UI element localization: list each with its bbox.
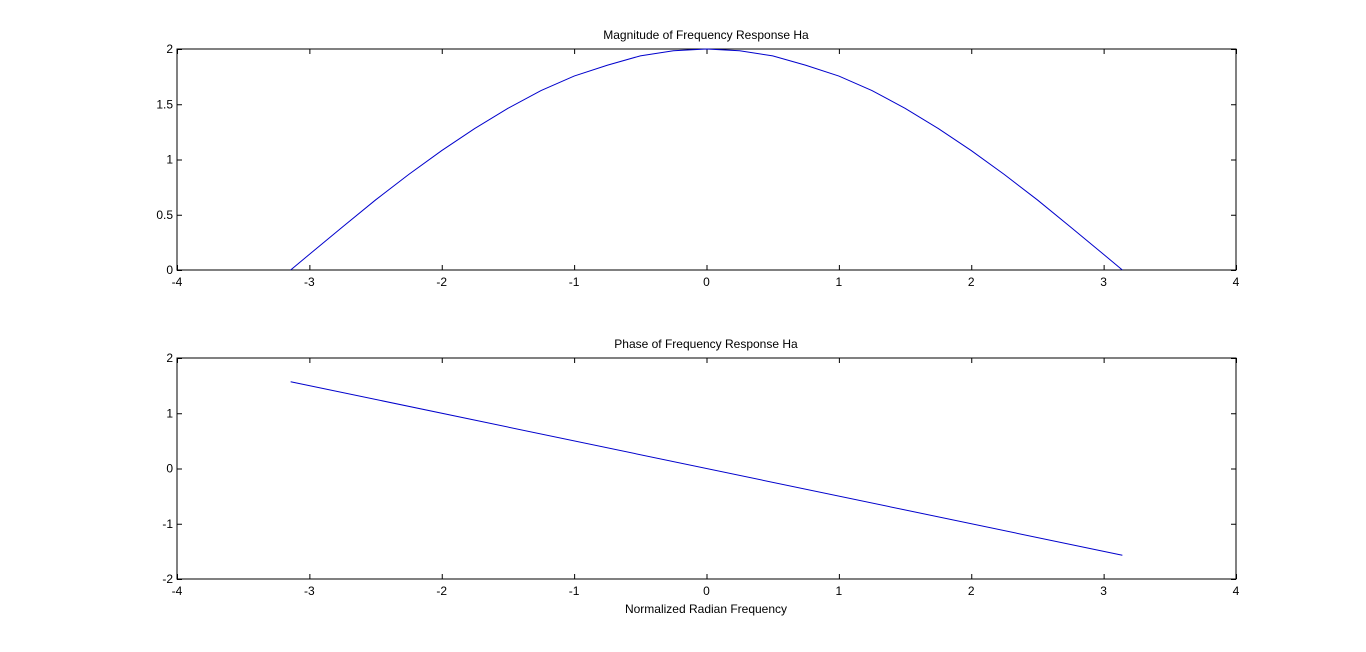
phase-xtick-label: 3 xyxy=(1100,584,1107,598)
phase-ytick-label: 2 xyxy=(166,351,173,365)
magnitude-xtick-label: 4 xyxy=(1233,275,1240,289)
phase-ytick-label: -2 xyxy=(162,572,173,586)
magnitude-ytick-label: 0 xyxy=(166,263,173,277)
magnitude-xtick-label: 0 xyxy=(703,275,710,289)
magnitude-xtick-label: -4 xyxy=(172,275,183,289)
phase-xtick-label: -1 xyxy=(569,584,580,598)
magnitude-xtick-label: 1 xyxy=(836,275,843,289)
magnitude-ytick-label: 2 xyxy=(166,42,173,56)
magnitude-series-line xyxy=(290,48,1123,271)
magnitude-xtick-label: -2 xyxy=(436,275,447,289)
magnitude-xtick-label: -1 xyxy=(569,275,580,289)
phase-ytick-label: -1 xyxy=(162,517,173,531)
phase-xtick-label: -3 xyxy=(304,584,315,598)
magnitude-plot-content: -4 -3 -2 -1 0 1 2 3 4 0 0.5 1 1.5 2 xyxy=(156,42,1239,289)
phase-ytick-label: 0 xyxy=(166,462,173,476)
phase-xtick-label: -2 xyxy=(436,584,447,598)
magnitude-xtick-label: 2 xyxy=(968,275,975,289)
phase-series-line xyxy=(290,381,1123,556)
phase-xtick-label: 1 xyxy=(836,584,843,598)
magnitude-axes: Magnitude of Frequency Response Ha -4 -3-… xyxy=(156,28,1239,289)
phase-xtick-label: 2 xyxy=(968,584,975,598)
magnitude-xtick-label: -3 xyxy=(304,275,315,289)
magnitude-ytick-label: 1 xyxy=(166,153,173,167)
magnitude-ytick-label: 1.5 xyxy=(156,97,173,111)
magnitude-title: Magnitude of Frequency Response Ha xyxy=(603,28,809,42)
phase-plot-content: -4 -3 -2 -1 0 1 2 3 4 -2 -1 0 1 2 xyxy=(162,351,1239,598)
phase-xlabel: Normalized Radian Frequency xyxy=(625,602,787,616)
phase-ytick-label: 1 xyxy=(166,406,173,420)
magnitude-xtick-label: 3 xyxy=(1100,275,1107,289)
phase-title: Phase of Frequency Response Ha xyxy=(614,337,798,351)
phase-xtick-label: 0 xyxy=(703,584,710,598)
phase-xtick-label: -4 xyxy=(172,584,183,598)
phase-xtick-label: 4 xyxy=(1233,584,1240,598)
phase-axes: Phase of Frequency Response Ha Normalize… xyxy=(162,337,1239,616)
magnitude-ytick-label: 0.5 xyxy=(156,208,173,222)
